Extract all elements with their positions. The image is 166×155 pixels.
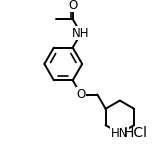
Text: HN: HN: [111, 127, 129, 140]
Text: NH: NH: [72, 27, 90, 40]
Text: HCl: HCl: [124, 126, 148, 140]
Text: O: O: [68, 0, 77, 12]
Text: O: O: [76, 88, 85, 101]
